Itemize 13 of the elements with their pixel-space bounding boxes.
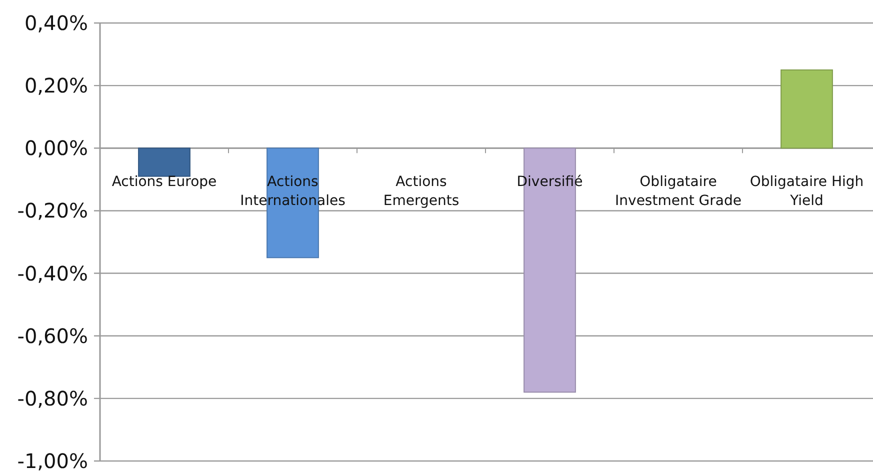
x-tick-label: Diversifié	[516, 174, 583, 190]
y-tick-label: 0,20%	[24, 74, 88, 98]
y-tick-label: -0,60%	[17, 324, 88, 348]
y-tick-label: 0,40%	[24, 11, 88, 35]
y-tick-label: -0,20%	[17, 198, 88, 223]
x-tick-label: Actions Emergents	[383, 174, 460, 210]
x-tick-label: Obligataire Investment Grade	[615, 174, 742, 210]
x-tick-label: Actions Europe	[112, 174, 217, 190]
x-tick-label: Obligataire High Yield	[750, 174, 864, 210]
y-tick-label: -0,40%	[17, 261, 88, 286]
y-tick-label: -0,80%	[17, 386, 88, 410]
y-tick-label: 0,00%	[24, 136, 88, 160]
y-tick-label: -1,00%	[17, 449, 88, 472]
